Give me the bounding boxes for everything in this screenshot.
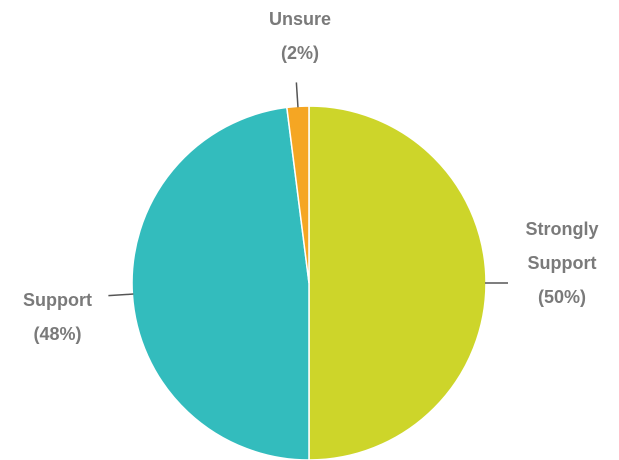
- slice-label-support-percent: (48%): [33, 324, 82, 344]
- leader-line-unsure: [295, 82, 299, 108]
- slice-label-unsure-percent: (2%): [280, 43, 319, 63]
- slice-label-support: Support (48%): [0, 283, 115, 351]
- leader-line-support: [108, 293, 134, 297]
- slice-label-strongly-support: Strongly Support (50%): [507, 212, 617, 314]
- slice-label-strongly-support-line1: Strongly: [525, 219, 599, 239]
- slice-label-unsure: Unsure (2%): [250, 2, 350, 70]
- pie-slice-support: [131, 106, 310, 460]
- pie-slice-strongly-support: [308, 105, 487, 460]
- slice-label-unsure-line1: Unsure: [268, 9, 331, 29]
- slice-label-strongly-support-percent: (50%): [537, 287, 586, 307]
- slice-label-support-line1: Support: [23, 290, 92, 310]
- slice-label-strongly-support-line2: Support: [527, 253, 597, 273]
